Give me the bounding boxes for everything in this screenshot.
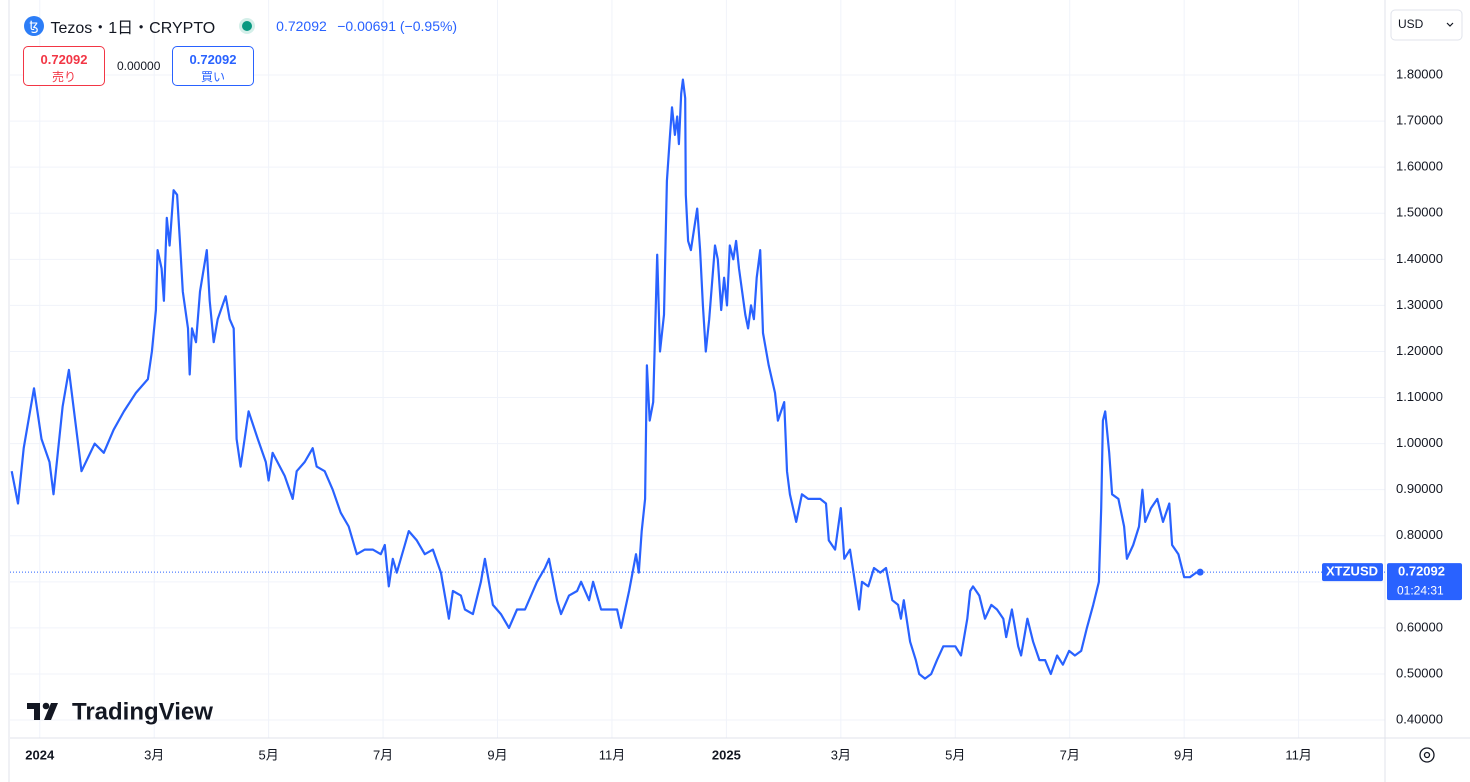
symbol-title: Tezos・1日・CRYPTO xyxy=(50,20,216,37)
y-tick-label: 0.90000 xyxy=(1396,481,1443,496)
y-tick-label: 1.70000 xyxy=(1396,113,1443,128)
y-tick-label: 0.60000 xyxy=(1396,619,1443,634)
sell-label: 売り xyxy=(51,70,76,84)
symbol-icon: ꜩ xyxy=(24,16,44,36)
y-tick-label: 1.60000 xyxy=(1396,159,1443,174)
price-line xyxy=(10,78,1201,680)
buy-button[interactable]: 0.72092 買い xyxy=(172,46,254,86)
sell-price: 0.72092 xyxy=(40,52,88,67)
dropdown-arrow xyxy=(1446,22,1454,27)
countdown: 01:24:31 xyxy=(1397,583,1444,597)
y-tick-label: 0.50000 xyxy=(1396,665,1443,680)
buy-price: 0.72092 xyxy=(189,52,237,67)
x-tick-label: 7月 xyxy=(1060,747,1080,762)
symbol-header: ꜩ Tezos・1日・CRYPTO 0.72092 −0.00691 (−0.9… xyxy=(24,14,457,38)
brand: TradingView xyxy=(72,698,213,725)
currency[interactable]: USD xyxy=(1398,17,1424,31)
x-tick-label: 5月 xyxy=(259,747,279,762)
spread: 0.00000 xyxy=(117,59,161,73)
x-tick-label: 3月 xyxy=(831,747,851,762)
y-tick-label: 1.30000 xyxy=(1396,297,1443,312)
logo-mark xyxy=(42,702,50,710)
x-tick-label: 3月 xyxy=(144,747,164,762)
x-tick-label: 9月 xyxy=(1174,747,1194,762)
market-status xyxy=(241,21,252,31)
price-change: −0.00691 (−0.95%) xyxy=(337,18,458,34)
last-price: 0.72092 xyxy=(276,18,327,34)
symbol-label-bg xyxy=(1322,563,1383,582)
y-tick-label: 1.40000 xyxy=(1396,251,1443,266)
price-label: 0.72092 xyxy=(1398,564,1445,579)
logo-mark xyxy=(27,703,40,720)
x-tick-label: 2024 xyxy=(25,747,55,762)
settings-icon[interactable] xyxy=(1419,747,1435,763)
x-tick-label: 2025 xyxy=(712,747,741,762)
y-tick-label: 1.80000 xyxy=(1396,66,1443,81)
buy-label: 買い xyxy=(200,70,225,84)
settings-icon xyxy=(1423,751,1431,759)
symbol-label: XTZUSD xyxy=(1326,564,1378,579)
x-tick-label: 11月 xyxy=(1285,747,1312,762)
currency-select[interactable] xyxy=(1390,9,1463,41)
last-point xyxy=(1196,568,1204,576)
y-tick-label: 0.80000 xyxy=(1396,527,1443,542)
x-tick-label: 5月 xyxy=(945,747,965,762)
y-tick-label: 1.10000 xyxy=(1396,389,1443,404)
y-tick-label: 0.40000 xyxy=(1396,711,1443,726)
x-tick-label: 11月 xyxy=(599,747,626,762)
y-tick-label: 1.50000 xyxy=(1396,205,1443,220)
logo: TradingView xyxy=(27,698,213,725)
y-tick-label: 1.20000 xyxy=(1396,343,1443,358)
sell-button[interactable]: 0.72092 売り xyxy=(23,46,105,86)
price-label-bg xyxy=(1387,563,1462,601)
x-tick-label: 9月 xyxy=(487,747,507,762)
logo-mark xyxy=(44,703,58,720)
y-tick-label: 1.00000 xyxy=(1396,435,1443,450)
x-tick-label: 7月 xyxy=(373,747,393,762)
